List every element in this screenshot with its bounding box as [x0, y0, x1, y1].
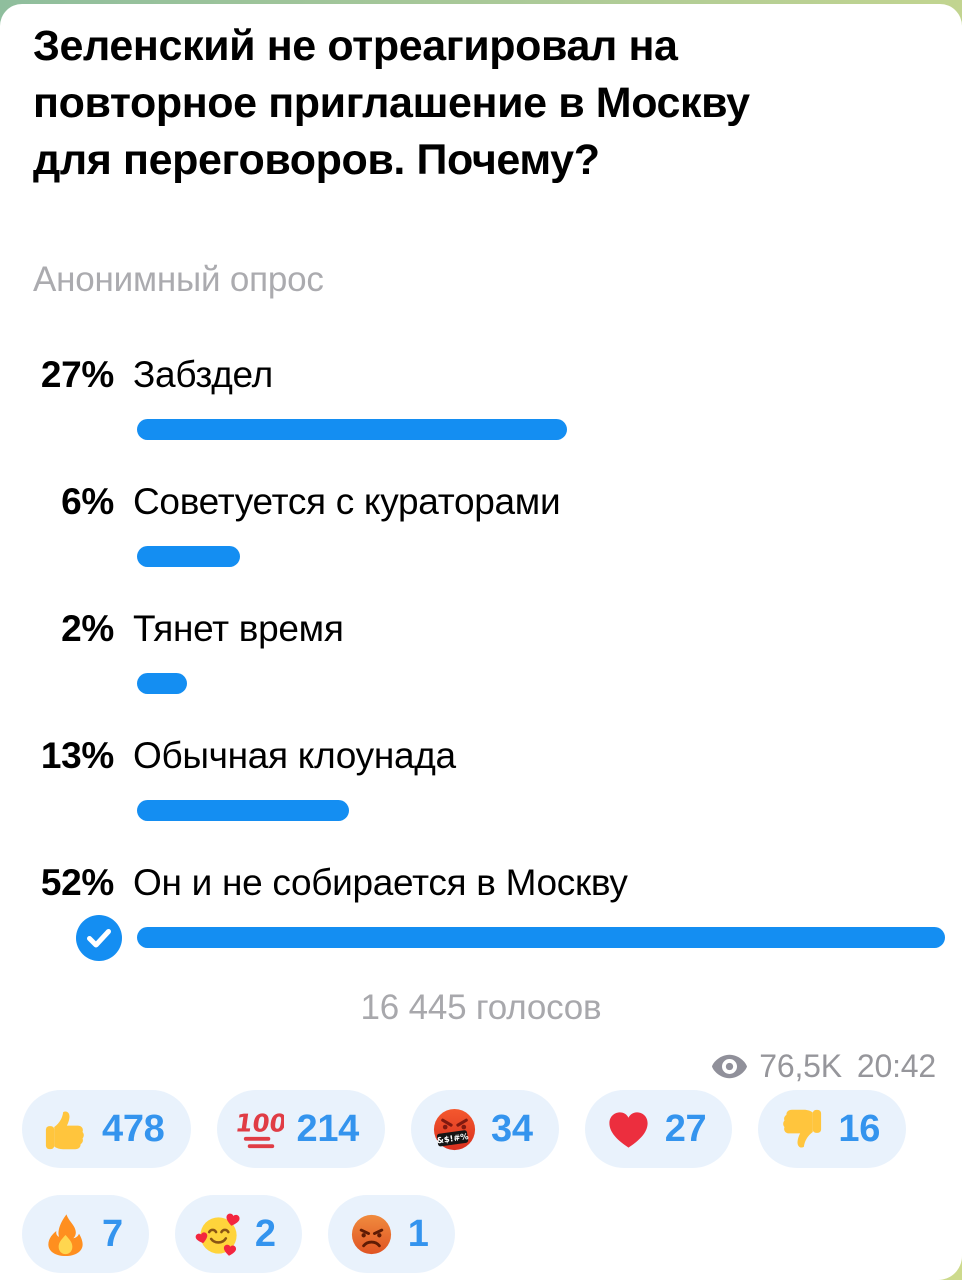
- thumbs-up-icon: [42, 1106, 89, 1153]
- reaction-pill[interactable]: 27: [584, 1090, 733, 1168]
- percent-label: 2%: [61, 608, 114, 649]
- percent-label: 52%: [40, 862, 114, 903]
- poll-option[interactable]: 52% Он и не собирается в Москву: [0, 862, 945, 989]
- red-heart-icon: [605, 1106, 652, 1153]
- option-label: Тянет время: [133, 608, 344, 649]
- reaction-pill[interactable]: 100 214: [216, 1090, 386, 1168]
- result-bar: [137, 673, 187, 694]
- result-bar: [137, 927, 945, 948]
- fire-icon: [42, 1211, 89, 1258]
- result-bar: [137, 800, 349, 821]
- option-label: Советуется с кураторами: [133, 481, 561, 522]
- reaction-pill[interactable]: &$!#% 34: [411, 1090, 559, 1168]
- reaction-count: 34: [491, 1107, 533, 1150]
- reaction-count: 16: [838, 1107, 881, 1150]
- cursing-face-icon: &$!#%: [431, 1106, 478, 1153]
- angry-face-icon: [348, 1211, 395, 1258]
- reaction-pill[interactable]: 16: [758, 1090, 907, 1168]
- result-bar: [137, 419, 567, 440]
- svg-text:&$!#%: &$!#%: [436, 1130, 470, 1144]
- poll-type-label: Анонимный опрос: [33, 260, 324, 299]
- result-bar: [137, 546, 240, 567]
- option-label: Он и не собирается в Москву: [133, 862, 628, 903]
- reaction-pill[interactable]: 478: [22, 1090, 191, 1168]
- poll-question: Зеленский не отреагировал на повторное п…: [33, 18, 942, 189]
- message-time: 20:42: [856, 1047, 936, 1084]
- views-row: 76,5K 20:42: [711, 1048, 936, 1084]
- hundred-points-icon: 100: [237, 1106, 284, 1153]
- poll-message-card: Зеленский не отреагировал на повторное п…: [0, 4, 962, 1280]
- reaction-count: 2: [254, 1212, 276, 1255]
- poll-option[interactable]: 2% Тянет время: [0, 608, 940, 735]
- reaction-pill[interactable]: 7: [22, 1195, 149, 1273]
- thumbs-down-icon: [778, 1106, 825, 1153]
- question-line-2: повторное приглашение в Москву: [33, 79, 750, 127]
- reaction-pill[interactable]: 1: [327, 1195, 455, 1273]
- reactions-bar: 478 100 214 &$!#% 34 27 16 7 2 1: [22, 1090, 946, 1273]
- reaction-count: 214: [296, 1107, 360, 1150]
- option-label: Забздел: [133, 354, 273, 395]
- votes-total: 16 445 голосов: [360, 988, 602, 1027]
- percent-label: 6%: [61, 481, 114, 522]
- reaction-pill[interactable]: 2: [174, 1195, 302, 1273]
- eye-icon: [711, 1054, 748, 1079]
- percent-label: 27%: [40, 354, 114, 395]
- reaction-count: 27: [664, 1107, 707, 1150]
- question-line-3: для переговоров. Почему?: [33, 136, 600, 184]
- poll-option[interactable]: 13% Обычная клоунада: [0, 735, 940, 862]
- poll-option[interactable]: 27% Забздел: [0, 354, 940, 481]
- option-label: Обычная клоунада: [133, 735, 456, 776]
- question-line-1: Зеленский не отреагировал на: [33, 22, 678, 70]
- reaction-count: 1: [407, 1212, 429, 1255]
- poll-option[interactable]: 6% Советуется с кураторами: [0, 481, 940, 608]
- reaction-count: 7: [102, 1212, 123, 1255]
- vote-check-icon: [76, 915, 122, 961]
- smiling-face-with-hearts-icon: [195, 1211, 242, 1258]
- svg-text:100: 100: [237, 1108, 284, 1137]
- views-count: 76,5K: [759, 1047, 842, 1084]
- percent-label: 13%: [40, 735, 114, 776]
- reaction-count: 478: [102, 1107, 165, 1150]
